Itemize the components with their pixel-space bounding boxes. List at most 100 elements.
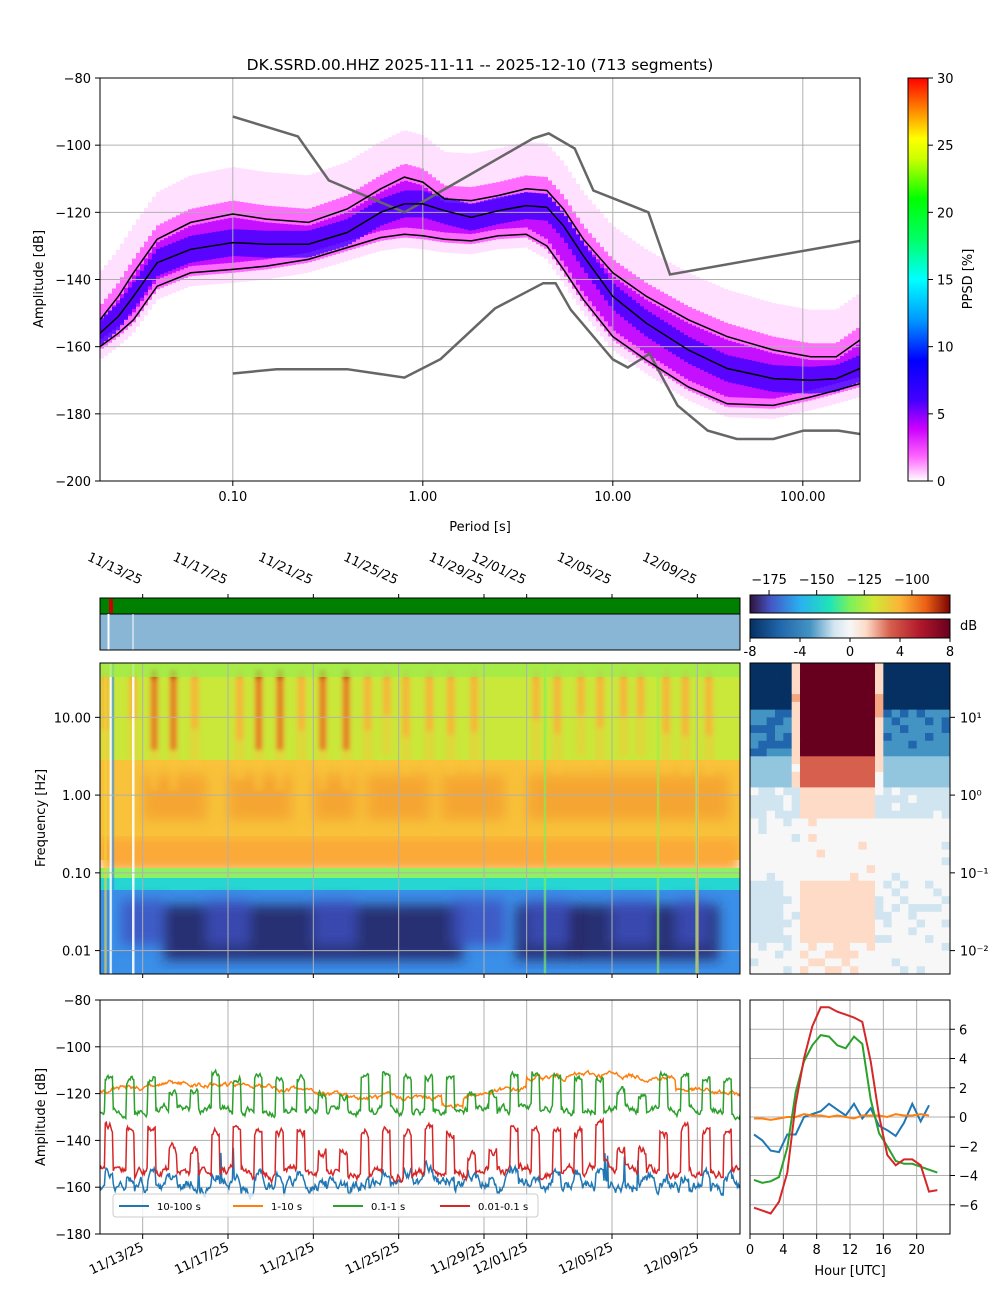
diff-cell: [875, 872, 884, 882]
diff-cell: [908, 670, 918, 679]
ppsd-xtick-label: 100.00: [780, 490, 826, 505]
diff-cell: [941, 810, 951, 819]
diff-cell: [808, 911, 818, 920]
diff-cell: [825, 888, 834, 897]
diff-cell: [866, 911, 876, 920]
diff-cell: [783, 865, 793, 874]
diff-cell: [908, 779, 918, 788]
diff-cell: [783, 919, 793, 928]
diff-cell: [866, 732, 876, 742]
diff-cell: [791, 919, 801, 928]
diff-cell: [783, 841, 793, 851]
diff-cell: [908, 764, 918, 773]
diff-cell: [825, 678, 834, 687]
diff-cell: [791, 834, 801, 843]
diff-cell: [858, 686, 868, 695]
date-tick-label-top: 11/17/25: [170, 550, 229, 588]
diff-cell: [783, 896, 793, 905]
diff-cell: [866, 670, 876, 679]
diff-cell: [825, 740, 834, 749]
diff-cell: [850, 888, 859, 897]
diff-cell: [925, 725, 934, 734]
diurnal-diff-frame: [749, 662, 951, 975]
diff-cell: [825, 841, 834, 851]
diff-cell: [866, 841, 876, 851]
diff-cell: [841, 748, 851, 757]
diff-cell: [883, 841, 893, 851]
diff-cell: [800, 709, 809, 718]
diff-cell: [883, 694, 893, 703]
diff-cell: [750, 701, 759, 711]
diff-cell: [775, 678, 784, 687]
diff-cell: [800, 756, 809, 765]
diff-cell: [808, 787, 818, 796]
diff-cell: [825, 942, 834, 952]
diff-cell: [833, 802, 843, 812]
diff-cell: [841, 904, 851, 913]
diff-cell: [883, 686, 893, 695]
diff-cell: [800, 849, 809, 858]
diff-cell: [841, 756, 851, 765]
spec-burst-halo: [680, 680, 691, 777]
diff-cell: [800, 748, 809, 757]
diff-cell: [750, 966, 759, 975]
diff-cell: [916, 849, 926, 858]
diff-cell: [775, 888, 784, 897]
diff-cell: [791, 818, 801, 827]
db-xtick-label: 20: [908, 1243, 925, 1258]
diff-cell: [816, 725, 826, 734]
diff-cell: [933, 795, 943, 804]
ts-ytick-label: −80: [64, 994, 91, 1009]
spec-burst-halo: [400, 680, 411, 777]
ppsd-ytick-label: −160: [55, 341, 91, 356]
spec-burst-halo: [189, 680, 200, 769]
diurnal-diff-ticks: 10¹ 10⁰ 10⁻¹ 10⁻²: [950, 711, 989, 960]
diff-cell: [916, 966, 926, 975]
diff-cell: [766, 663, 776, 672]
diff-cell: [916, 701, 926, 711]
diff-cell: [933, 966, 943, 975]
diff-cell: [883, 849, 893, 858]
diff-colorbar-tick-label: 0: [846, 645, 854, 660]
spec-burst-halo: [531, 680, 542, 761]
diff-colorbar-tick-label: -4: [794, 645, 807, 660]
diff-cell: [816, 701, 826, 711]
spec-band-transition: [100, 868, 740, 880]
diff-cell: [833, 880, 843, 889]
spec-dark-patch: [356, 905, 399, 960]
diff-cell: [816, 935, 826, 944]
diff-cell: [833, 826, 843, 835]
diff-cell: [758, 717, 768, 726]
spec-stripe: [111, 663, 115, 974]
diff-cell: [816, 717, 826, 726]
diff-cell: [766, 818, 776, 827]
diff-cell: [850, 841, 859, 851]
diff-cell: [866, 826, 876, 835]
diff-cell: [941, 950, 951, 959]
diff-cell: [941, 919, 951, 928]
diff-cell: [750, 942, 759, 952]
diff-cell: [758, 935, 768, 944]
diff-cell: [750, 872, 759, 882]
diff-cell: [933, 771, 943, 781]
diff-cell: [800, 942, 809, 952]
diff-cell: [841, 942, 851, 952]
diff-cell: [875, 927, 884, 936]
diff-cell: [866, 740, 876, 749]
diff-cell: [775, 896, 784, 905]
diff-cell: [925, 771, 934, 781]
diff-cell: [875, 880, 884, 889]
diff-cell: [883, 709, 893, 718]
spec-burst-halo: [595, 680, 606, 768]
diff-cell: [758, 764, 768, 773]
spec-burst-halo: [296, 680, 307, 771]
diff-cell: [933, 670, 943, 679]
diff-cell: [750, 826, 759, 835]
diff-cell: [758, 756, 768, 765]
diff-cell: [908, 787, 918, 796]
diff-cell: [750, 935, 759, 944]
diff-cell: [808, 966, 818, 975]
diff-cell: [825, 764, 834, 773]
diff-cell: [925, 958, 934, 967]
diff-cell: [933, 950, 943, 959]
